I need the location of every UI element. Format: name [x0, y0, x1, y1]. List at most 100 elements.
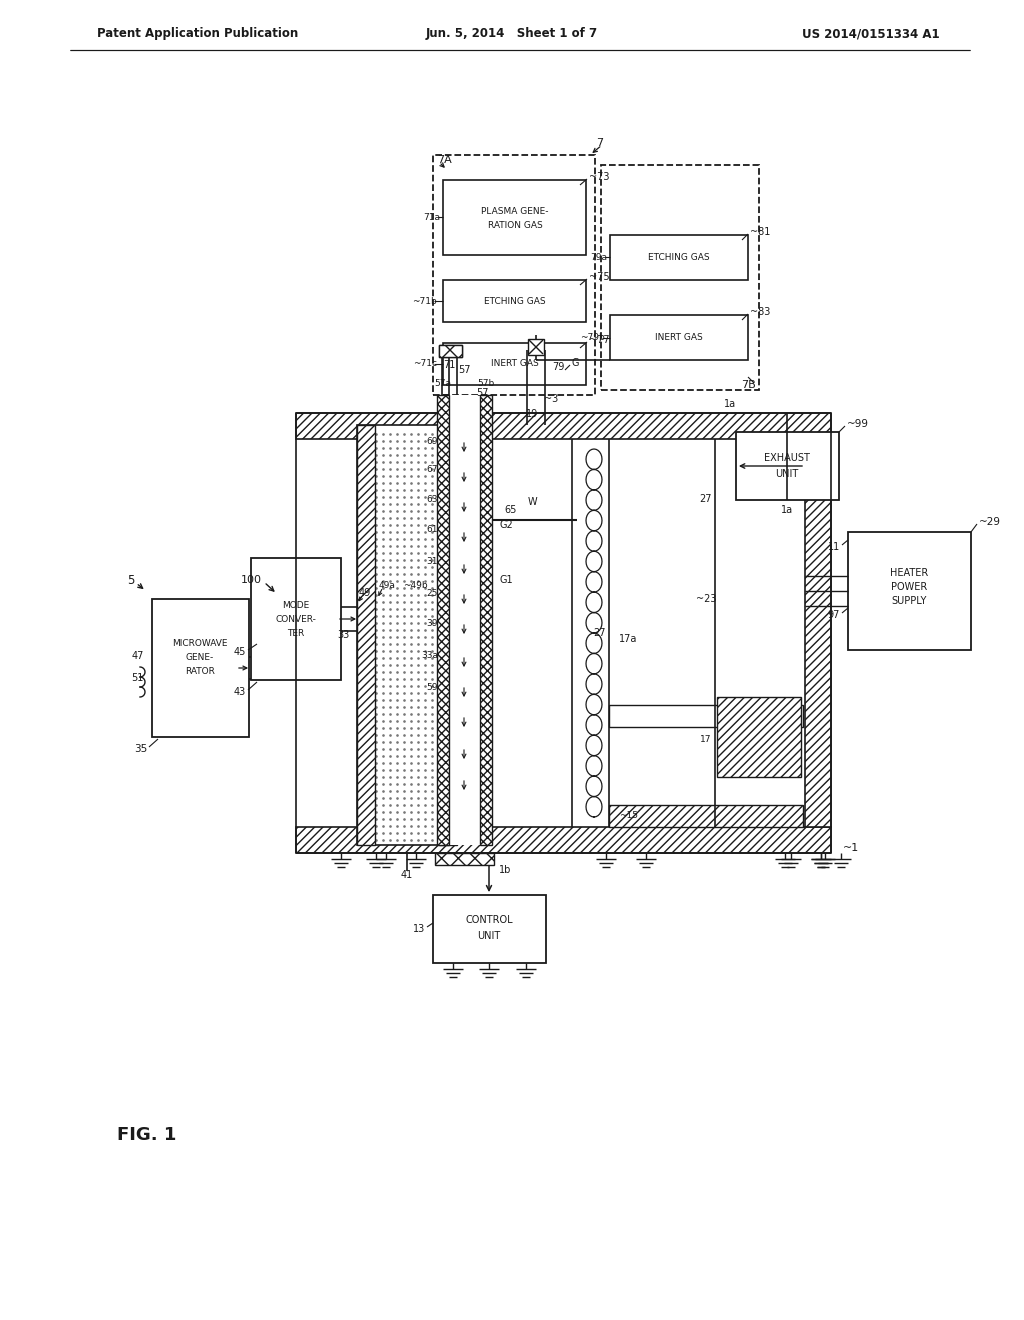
Bar: [610, 235, 748, 280]
Text: G1: G1: [500, 576, 514, 585]
Text: ~71b: ~71b: [413, 297, 437, 305]
Text: 39: 39: [427, 619, 438, 627]
Text: UNIT: UNIT: [477, 931, 501, 941]
Text: 47: 47: [132, 651, 144, 661]
Text: 11: 11: [827, 543, 840, 552]
Text: 69: 69: [427, 437, 438, 446]
Text: 57a: 57a: [434, 379, 452, 388]
Bar: [437, 395, 449, 845]
Text: 59: 59: [427, 684, 438, 693]
Text: 67: 67: [427, 466, 438, 474]
Bar: [433, 154, 595, 395]
Text: 19: 19: [526, 409, 539, 418]
Text: 79: 79: [552, 362, 564, 372]
Text: HEATER: HEATER: [890, 568, 928, 578]
Text: CONTROL: CONTROL: [465, 915, 513, 925]
Text: 17a: 17a: [618, 634, 637, 644]
Text: Jun. 5, 2014   Sheet 1 of 7: Jun. 5, 2014 Sheet 1 of 7: [426, 28, 598, 41]
Text: ~73: ~73: [589, 172, 609, 182]
Text: TER: TER: [288, 628, 304, 638]
Bar: [152, 599, 249, 737]
Text: ~1: ~1: [843, 843, 859, 853]
Text: GENE-: GENE-: [186, 653, 214, 663]
Text: SUPPLY: SUPPLY: [891, 597, 927, 606]
Text: 61: 61: [427, 525, 438, 535]
Text: 51: 51: [132, 673, 144, 682]
Text: FIG. 1: FIG. 1: [117, 1126, 176, 1144]
Text: ~81: ~81: [750, 227, 770, 238]
Text: Patent Application Publication: Patent Application Publication: [97, 28, 298, 41]
Text: RATION GAS: RATION GAS: [487, 220, 543, 230]
Text: 17: 17: [700, 734, 712, 743]
Bar: [717, 697, 801, 777]
Bar: [251, 558, 341, 680]
Text: MICROWAVE: MICROWAVE: [172, 639, 227, 648]
Text: 1a: 1a: [724, 399, 736, 409]
Text: 13: 13: [413, 924, 425, 935]
Text: 7A: 7A: [437, 154, 452, 165]
Text: PLASMA GENE-: PLASMA GENE-: [481, 206, 549, 215]
Bar: [449, 395, 480, 845]
Text: ~71c: ~71c: [413, 359, 437, 368]
Text: W: W: [527, 498, 537, 507]
Bar: [439, 345, 462, 356]
Bar: [296, 413, 831, 440]
Bar: [296, 828, 831, 853]
Bar: [443, 343, 586, 385]
Text: 35: 35: [134, 744, 147, 754]
Text: 63: 63: [427, 495, 438, 504]
Text: POWER: POWER: [891, 582, 927, 591]
Bar: [443, 180, 586, 255]
Text: 65: 65: [505, 506, 517, 515]
Text: 41: 41: [400, 870, 413, 880]
Bar: [609, 705, 803, 727]
Text: RATOR: RATOR: [185, 668, 215, 676]
Bar: [610, 315, 748, 360]
Text: 45: 45: [233, 647, 246, 657]
Text: G: G: [572, 358, 580, 368]
Text: ~15: ~15: [618, 812, 638, 821]
Text: 71a: 71a: [423, 213, 440, 222]
Bar: [480, 395, 492, 845]
Text: 57: 57: [476, 388, 488, 399]
Text: G2: G2: [500, 520, 514, 531]
Text: ~29: ~29: [979, 517, 1001, 527]
Text: 79a: 79a: [590, 252, 607, 261]
Text: ~79b: ~79b: [581, 334, 605, 342]
Text: 1a: 1a: [781, 506, 793, 515]
Text: ~23: ~23: [695, 594, 716, 605]
Bar: [357, 425, 375, 845]
Text: ETCHING GAS: ETCHING GAS: [484, 297, 546, 305]
Text: MODE: MODE: [283, 601, 309, 610]
Text: 57: 57: [458, 366, 470, 375]
Text: 31: 31: [427, 557, 438, 566]
Text: 5: 5: [127, 574, 134, 587]
Bar: [443, 280, 586, 322]
Text: 49: 49: [359, 587, 372, 598]
Bar: [609, 805, 803, 828]
Bar: [433, 895, 546, 964]
Text: ~99: ~99: [847, 418, 869, 429]
Text: 49a: 49a: [379, 581, 396, 590]
Bar: [736, 432, 839, 500]
Bar: [297, 440, 805, 828]
Bar: [439, 345, 462, 356]
Text: 7: 7: [596, 139, 603, 148]
Text: ~75: ~75: [589, 272, 609, 282]
Text: 27: 27: [593, 628, 605, 638]
Bar: [439, 425, 457, 845]
Text: US 2014/0151334 A1: US 2014/0151334 A1: [803, 28, 940, 41]
Text: INERT GAS: INERT GAS: [655, 334, 702, 342]
Text: 7B: 7B: [741, 380, 756, 389]
Text: EXHAUST: EXHAUST: [764, 453, 810, 463]
Text: 97: 97: [827, 610, 840, 620]
Bar: [357, 425, 457, 845]
Bar: [805, 440, 831, 828]
Text: 33a: 33a: [421, 651, 438, 660]
Text: ~3: ~3: [544, 393, 558, 404]
Text: ~83: ~83: [750, 308, 770, 317]
Text: ~77: ~77: [589, 335, 609, 345]
Text: 100: 100: [241, 576, 262, 585]
Text: ~49b: ~49b: [403, 581, 428, 590]
Text: 57b: 57b: [477, 379, 495, 388]
